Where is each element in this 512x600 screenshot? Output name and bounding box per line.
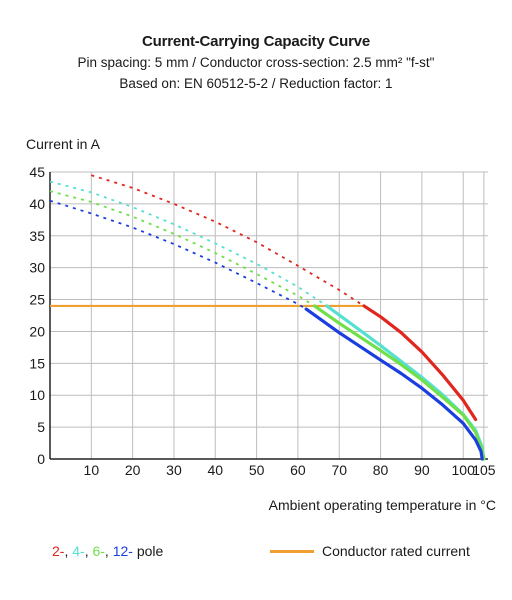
legend-pole-6-label: 6- — [92, 543, 105, 559]
legend-pole-12-label: 12- — [112, 543, 133, 559]
legend-sep: , — [84, 543, 93, 559]
legend-rated-line — [270, 549, 314, 553]
series-12-pole-dashed — [49, 199, 307, 310]
x-tick-label: 105 — [472, 462, 496, 478]
x-tick-label: 20 — [125, 462, 141, 478]
x-tick-label: 80 — [373, 462, 389, 478]
x-tick-label: 10 — [84, 462, 100, 478]
series-6-pole-dashed — [49, 190, 315, 307]
y-tick-label: 35 — [29, 228, 45, 244]
series-2-pole-dashed — [91, 174, 365, 307]
series-12-pole-solid — [304, 307, 484, 461]
legend-pole-2: 2-, — [52, 543, 72, 559]
y-tick-label: 5 — [37, 419, 45, 435]
legend-rated-label: Conductor rated current — [322, 543, 470, 559]
chart-subtitle-spacing: Pin spacing: 5 mm / Conductor cross-sect… — [77, 55, 435, 70]
x-tick-label: 90 — [414, 462, 430, 478]
legend-pole-2-label: 2- — [52, 543, 65, 559]
legend-pole-4-label: 4- — [72, 543, 85, 559]
x-tick-label: 30 — [166, 462, 182, 478]
y-tick-label: 15 — [29, 355, 45, 371]
legend-poles: 2-, 4-, 6-, 12- pole — [52, 543, 163, 559]
series-6-pole-solid — [312, 304, 486, 461]
legend-pole-12: 12- — [113, 543, 137, 559]
y-tick-label: 20 — [29, 323, 45, 339]
legend-rated-current: Conductor rated current — [270, 543, 470, 559]
x-tick-label: 60 — [290, 462, 306, 478]
series-2-pole-solid — [362, 304, 478, 422]
y-tick-label: 30 — [29, 260, 45, 276]
y-tick-label: 40 — [29, 196, 45, 212]
x-tick-label: 50 — [249, 462, 265, 478]
legend-pole-4: 4-, — [72, 543, 92, 559]
y-tick-label: 0 — [37, 451, 45, 467]
legend-sep: , — [64, 543, 73, 559]
legend-sep: , — [104, 543, 113, 559]
x-tick-label: 70 — [331, 462, 347, 478]
legend-pole-suffix: pole — [136, 543, 164, 559]
y-axis-label: Current in A — [26, 136, 100, 152]
x-tick-label: 40 — [207, 462, 223, 478]
x-tick-label: 100 — [452, 462, 476, 478]
y-tick-label: 45 — [29, 164, 45, 180]
y-tick-label: 10 — [29, 387, 45, 403]
legend-pole-6: 6-, — [92, 543, 112, 559]
chart-title: Current-Carrying Capacity Curve — [141, 33, 371, 50]
y-tick-label: 25 — [29, 292, 45, 308]
series-4-pole-dashed — [49, 180, 328, 307]
chart-subtitle-standard: Based on: EN 60512-5-2 / Reduction facto… — [119, 76, 393, 91]
x-axis-label: Ambient operating temperature in °C — [268, 497, 496, 513]
